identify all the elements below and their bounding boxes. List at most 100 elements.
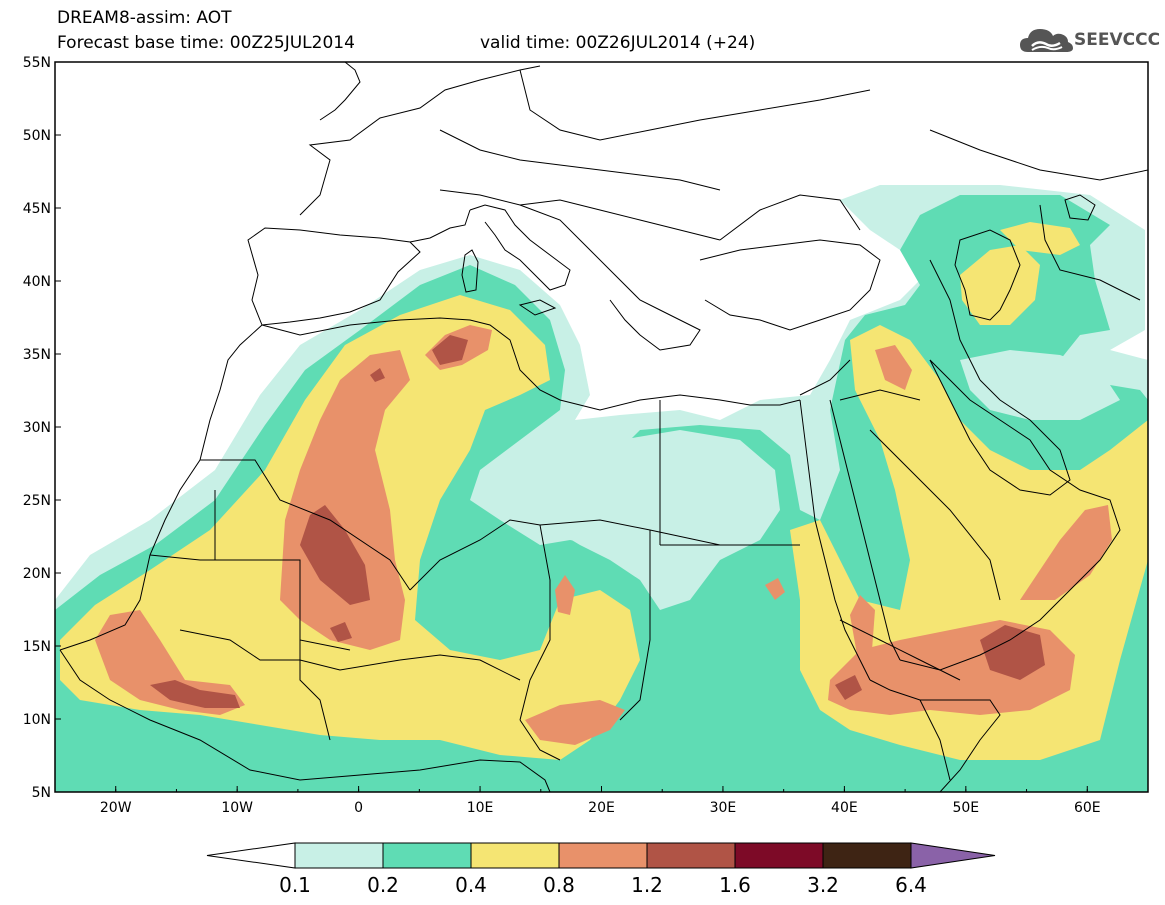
border-niger	[299, 640, 331, 741]
aot-band-0.8-iraq	[875, 345, 912, 390]
border-europe-1	[439, 129, 721, 191]
y-tick-label: 5N	[32, 785, 51, 801]
border-arabia-north	[839, 389, 921, 401]
coastline-red-sea-west	[799, 399, 871, 681]
colorbar-level-label: 1.2	[631, 873, 663, 897]
colorbar-over-arrow	[910, 842, 996, 869]
y-tick-label: 25N	[23, 493, 51, 509]
aot-band-1.2-algeria	[432, 335, 468, 365]
seevccc-logo: SEEVCCC	[1018, 24, 1161, 58]
aot-band-1.2-mali	[300, 505, 370, 605]
aot-band-1.2-morocco	[370, 368, 385, 382]
coastline-turkey	[699, 239, 881, 331]
y-tick-label: 50N	[23, 128, 51, 144]
y-tick-label: 10N	[23, 712, 51, 728]
border-central-asia-2	[1039, 204, 1141, 301]
x-tick-label: 30E	[710, 800, 737, 816]
colorbar-swatch	[470, 842, 560, 869]
aot-band-0.8-oman	[1020, 505, 1112, 600]
coastline-italy	[469, 204, 571, 291]
colorbar-level-label: 1.6	[719, 873, 751, 897]
y-tick-label: 45N	[23, 201, 51, 217]
coastline-horn	[869, 679, 1001, 792]
x-tick-label: 40E	[831, 800, 858, 816]
border-nigeria	[399, 654, 521, 681]
y-tick-label: 30N	[23, 420, 51, 436]
y-tick-label: 20N	[23, 566, 51, 582]
coastline-france-med	[409, 209, 471, 243]
border-sahara-1	[200, 459, 411, 591]
colorbar-level-label: 0.8	[543, 873, 575, 897]
y-axis: 55N 50N 45N 40N 35N 30N 25N 20N 15N 10N 5N	[23, 55, 61, 801]
aot-band-1.2-yemen	[980, 625, 1045, 680]
colorbar-swatch	[822, 842, 912, 869]
x-tick-label: 60E	[1074, 800, 1101, 816]
aot-field	[55, 185, 1148, 792]
x-tick-label: 20W	[100, 800, 132, 816]
x-tick-label: 10E	[467, 800, 494, 816]
aot-band-0.8-senegal	[95, 610, 245, 715]
aot-band-1.2-senegal	[150, 680, 240, 708]
border-saudi	[869, 429, 1001, 601]
coastline-arabia-south	[899, 359, 1121, 671]
y-tick-label: 35N	[23, 347, 51, 363]
aot-band-1.2-mali-s	[330, 622, 352, 642]
colorbar-level-label: 0.4	[455, 873, 487, 897]
border-cameroon	[519, 719, 561, 761]
coastline-maghreb	[261, 317, 801, 411]
valid-time: valid time: 00Z26JUL2014 (+24)	[480, 33, 756, 53]
y-tick-label: 40N	[23, 274, 51, 290]
border-chad	[519, 524, 551, 721]
colorbar-swatch	[646, 842, 736, 869]
coastline-blacksea	[719, 194, 861, 241]
border-mideast	[799, 359, 851, 396]
y-tick-label: 55N	[23, 55, 51, 71]
coastline-sicily	[518, 299, 557, 316]
border-sahara-2	[214, 490, 351, 651]
border-central-asia	[929, 129, 1148, 181]
coastline-britain	[319, 62, 361, 121]
y-tick-label: 15N	[23, 639, 51, 655]
coastline-gulf-guinea	[59, 649, 551, 792]
aot-band-0.8-sahara	[280, 350, 410, 650]
border-ethiopia	[839, 619, 961, 681]
colorbar-swatch	[558, 842, 648, 869]
border-w-africa-2	[179, 629, 401, 671]
x-axis: 20W 10W 0 10E 20E 30E 40E 50E 60E	[54, 786, 1149, 816]
forecast-base-time: Forecast base time: 00Z25JUL2014	[57, 33, 355, 53]
border-w-africa	[149, 554, 215, 561]
coastline-sardinia	[461, 249, 479, 293]
border-sudan	[619, 530, 651, 721]
colorbar-under-arrow	[206, 842, 296, 869]
coastline-aral	[1064, 194, 1096, 221]
aot-lowpatch-iran	[960, 350, 1120, 420]
aot-band-1.2-yemen-w	[835, 675, 862, 700]
border-somalia	[919, 699, 951, 781]
x-tick-label: 10W	[221, 800, 253, 816]
logo-text: SEEVCCC	[1074, 30, 1161, 50]
coastline-balkans	[519, 204, 701, 351]
coastline-north-africa	[59, 324, 263, 651]
aot-band-0.8-cameroon	[525, 700, 625, 745]
x-tick-label: 50E	[952, 800, 979, 816]
cloud-icon	[1020, 29, 1073, 52]
aot-band-0.8-chad	[555, 575, 575, 615]
border-iran	[929, 259, 981, 381]
coastline-caspian	[954, 229, 1021, 321]
colorbar-swatch	[382, 842, 472, 869]
border-europe-3	[439, 189, 721, 241]
country-boundaries	[59, 62, 1148, 792]
aot-band-0.8-sudan	[765, 578, 785, 600]
colorbar-level-label: 0.1	[279, 873, 311, 897]
x-tick-label: 20E	[588, 800, 615, 816]
coastline-iberia	[247, 227, 421, 326]
coastline-persian-gulf	[929, 359, 1071, 496]
coastline-france	[299, 65, 541, 216]
border-europe-2	[519, 69, 871, 141]
colorbar-swatch	[734, 842, 824, 869]
x-tick-label: 0	[354, 800, 363, 816]
colorbar-level-label: 6.4	[895, 873, 927, 897]
